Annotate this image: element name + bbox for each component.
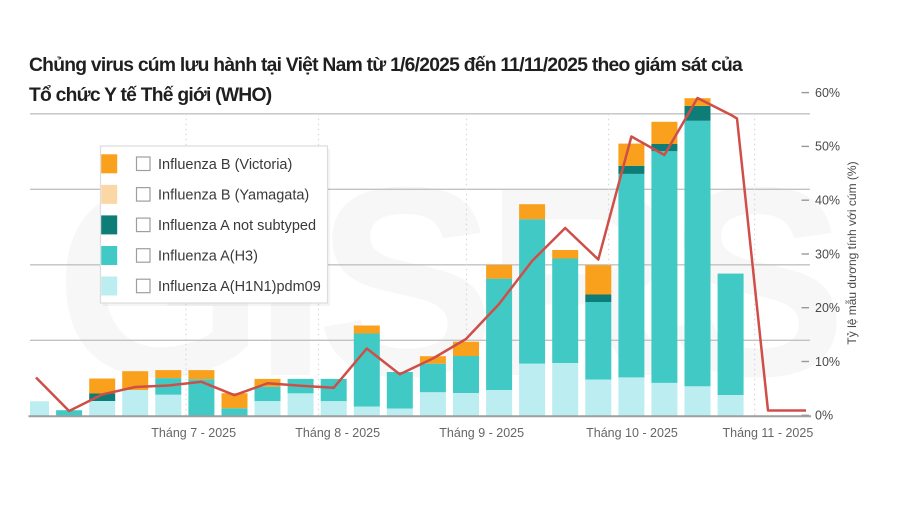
svg-text:Influenza A(H1N1)pdm09: Influenza A(H1N1)pdm09 bbox=[158, 279, 321, 295]
svg-text:Tổ chức Y tế Thế giới (WHO): Tổ chức Y tế Thế giới (WHO) bbox=[29, 84, 272, 106]
svg-text:Influenza B (Victoria): Influenza B (Victoria) bbox=[158, 157, 292, 173]
svg-text:Tháng 9 - 2025: Tháng 9 - 2025 bbox=[439, 426, 524, 440]
svg-text:Tháng 10 - 2025: Tháng 10 - 2025 bbox=[586, 426, 678, 440]
svg-text:30%: 30% bbox=[815, 247, 840, 261]
svg-text:Chủng virus cúm lưu hành tại V: Chủng virus cúm lưu hành tại Việt Nam từ… bbox=[29, 55, 743, 76]
svg-text:Influenza A not subtyped: Influenza A not subtyped bbox=[158, 218, 316, 234]
svg-text:10%: 10% bbox=[815, 355, 840, 369]
svg-text:Tháng 11 - 2025: Tháng 11 - 2025 bbox=[722, 426, 813, 440]
svg-text:Influenza B (Yamagata): Influenza B (Yamagata) bbox=[158, 187, 309, 203]
svg-text:60%: 60% bbox=[815, 86, 840, 100]
svg-text:Tỷ lệ mẫu dương tính với cúm (: Tỷ lệ mẫu dương tính với cúm (%) bbox=[844, 161, 859, 344]
svg-text:0%: 0% bbox=[815, 409, 833, 423]
svg-text:40%: 40% bbox=[815, 194, 840, 208]
svg-text:Tháng 8 - 2025: Tháng 8 - 2025 bbox=[295, 426, 380, 440]
svg-text:Tháng 7 - 2025: Tháng 7 - 2025 bbox=[151, 426, 236, 440]
svg-text:20%: 20% bbox=[815, 301, 840, 315]
svg-text:50%: 50% bbox=[815, 140, 840, 154]
svg-text:Influenza A(H3): Influenza A(H3) bbox=[158, 249, 258, 265]
